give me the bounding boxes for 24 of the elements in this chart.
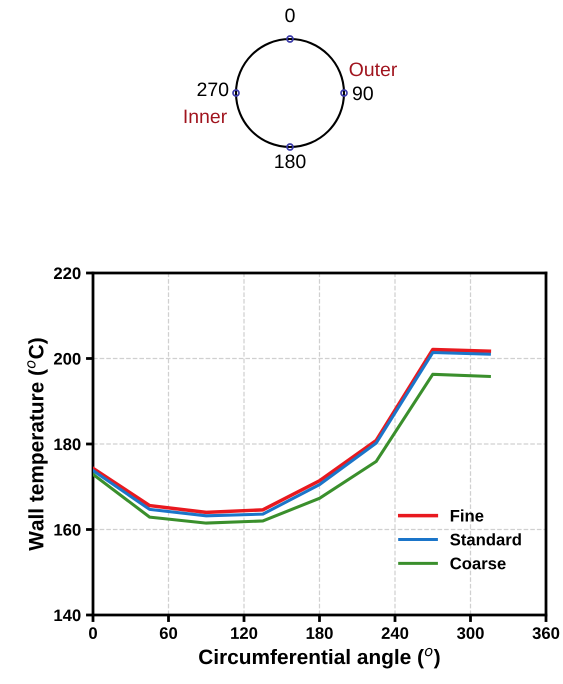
text: 180 <box>275 154 306 168</box>
text: 270 <box>198 82 228 96</box>
x-tick-label: 0 <box>89 627 97 640</box>
x-tick-label: 180 <box>306 627 333 640</box>
text: Outer <box>350 62 397 76</box>
y-tick-label: 180 <box>54 438 81 450</box>
legend-label: Standard <box>450 533 521 546</box>
x-tick-label: 240 <box>382 627 408 640</box>
x-tick-label: 360 <box>532 627 560 640</box>
legend-label: Coarse <box>450 558 506 570</box>
y-axis-title: Wall temperature ($^{o}$C) <box>27 338 48 551</box>
x-axis-title: Circumferential angle ($^{o}$) <box>199 648 440 668</box>
x-tick-label: 120 <box>231 627 258 640</box>
legend-label: Fine <box>450 509 484 522</box>
line-series <box>93 372 491 525</box>
y-tick-label: 140 <box>54 609 81 622</box>
y-tick-label: 220 <box>54 267 81 280</box>
text: 0 <box>285 8 295 22</box>
x-tick-label: 300 <box>456 627 484 640</box>
y-tick-label: 200 <box>54 352 81 365</box>
text: Inner <box>184 110 227 124</box>
y-tick-label: 160 <box>54 524 81 536</box>
x-tick-label: 60 <box>160 627 178 640</box>
text: 90 <box>352 86 373 100</box>
